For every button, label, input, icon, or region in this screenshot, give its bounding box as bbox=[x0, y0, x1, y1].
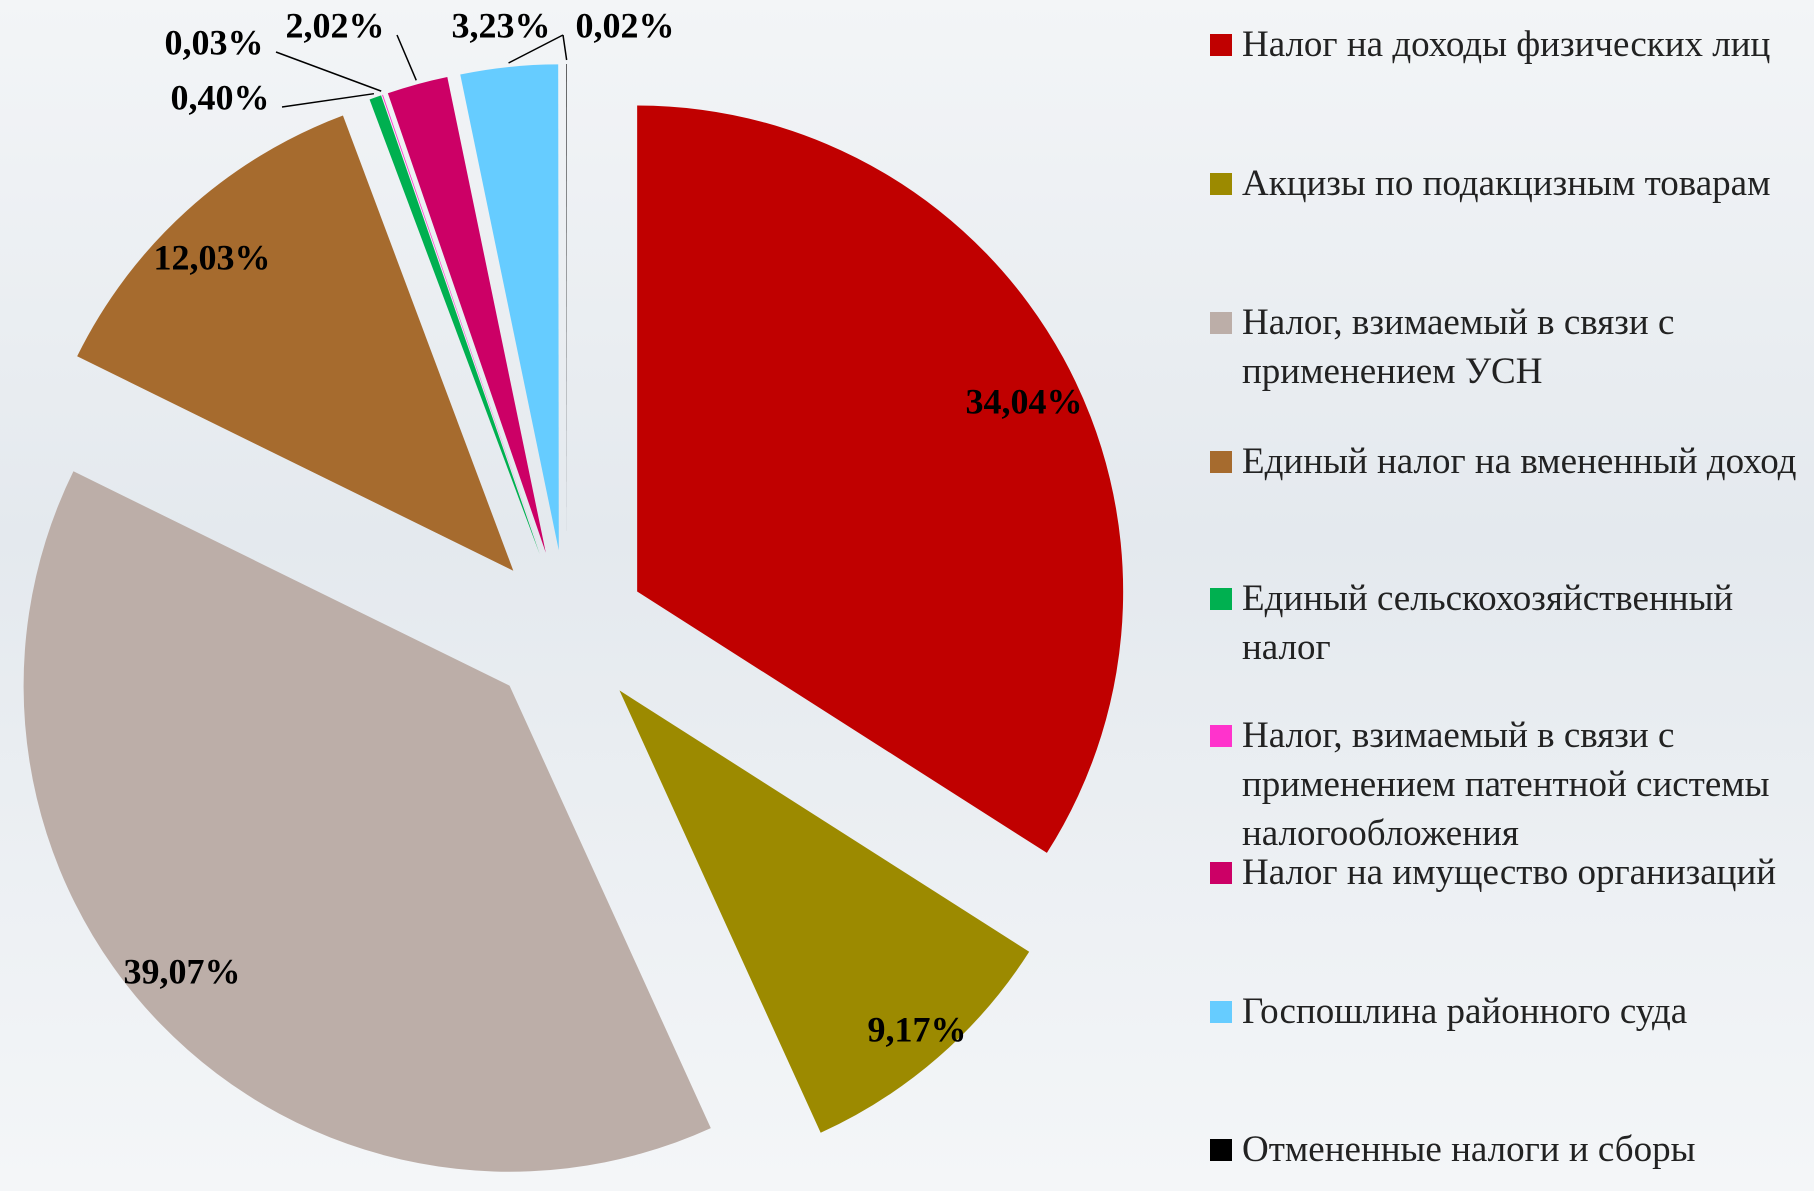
pie-chart: 34,04% 9,17% 39,07% 12,03% 0,40% 0,03% 2,02% 3,… bbox=[23, 5, 1124, 1172]
legend-label: Акцизы по подакцизным товарам bbox=[1242, 163, 1771, 204]
data-label: 0,40% bbox=[171, 77, 270, 117]
legend-swatch bbox=[1210, 862, 1232, 884]
leader-line bbox=[281, 92, 375, 108]
pie-slice bbox=[619, 690, 1030, 1133]
data-label: 3,23% bbox=[452, 5, 551, 45]
legend-label: Налог, взимаемый в связи с применением п… bbox=[1242, 715, 1770, 854]
legend-swatch bbox=[1210, 173, 1232, 195]
pie-slice bbox=[382, 94, 541, 555]
data-label: 0,03% bbox=[165, 22, 264, 62]
data-label: 39,07% bbox=[124, 951, 241, 991]
data-label: 0,02% bbox=[576, 5, 675, 45]
leader-line bbox=[508, 34, 564, 64]
legend-label: Налог на имущество организаций bbox=[1242, 852, 1777, 893]
data-label: 34,04% bbox=[966, 381, 1083, 421]
legend-item: Налог на доходы физических лиц bbox=[1210, 20, 1810, 69]
legend-label: Налог, взимаемый в связи с применением У… bbox=[1242, 302, 1675, 392]
pie-slice bbox=[637, 105, 1124, 853]
leader-line bbox=[562, 34, 568, 61]
pie-slice bbox=[566, 64, 567, 551]
pie-slice bbox=[387, 76, 546, 553]
legend: Налог на доходы физических лиц Акцизы по … bbox=[1210, 0, 1810, 1191]
legend-item: Налог, взимаемый в связи с применением п… bbox=[1210, 711, 1810, 858]
legend-swatch bbox=[1210, 1001, 1232, 1023]
legend-item: Единый сельскохозяйственный налог bbox=[1210, 574, 1810, 672]
legend-item: Налог, взимаемый в связи с применением У… bbox=[1210, 298, 1810, 396]
legend-item: Отмененные налоги и сборы bbox=[1210, 1125, 1810, 1174]
pie-slice bbox=[23, 471, 711, 1172]
legend-label: Единый налог на вмененный доход bbox=[1242, 441, 1797, 482]
legend-swatch bbox=[1210, 725, 1232, 747]
legend-label: Налог на доходы физических лиц bbox=[1242, 24, 1771, 65]
legend-swatch bbox=[1210, 1139, 1232, 1161]
legend-label: Отмененные налоги и сборы bbox=[1242, 1129, 1696, 1170]
legend-swatch bbox=[1210, 451, 1232, 473]
legend-item: Госпошлина районного суда bbox=[1210, 987, 1810, 1036]
pie-slice bbox=[77, 115, 514, 571]
leader-line bbox=[275, 51, 382, 92]
data-label: 2,02% bbox=[286, 5, 385, 45]
legend-label: Единый сельскохозяйственный налог bbox=[1242, 578, 1734, 668]
leader-line bbox=[396, 34, 417, 81]
legend-swatch bbox=[1210, 312, 1232, 334]
data-label: 9,17% bbox=[868, 1009, 967, 1049]
legend-item: Акцизы по подакцизным товарам bbox=[1210, 159, 1810, 208]
legend-label: Госпошлина районного суда bbox=[1242, 991, 1688, 1032]
legend-item: Единый налог на вмененный доход bbox=[1210, 437, 1810, 486]
pie-slice bbox=[369, 95, 540, 555]
pie-slice bbox=[460, 64, 559, 551]
legend-swatch bbox=[1210, 588, 1232, 610]
data-label: 12,03% bbox=[154, 237, 271, 277]
legend-item: Налог на имущество организаций bbox=[1210, 848, 1810, 897]
legend-swatch bbox=[1210, 34, 1232, 56]
